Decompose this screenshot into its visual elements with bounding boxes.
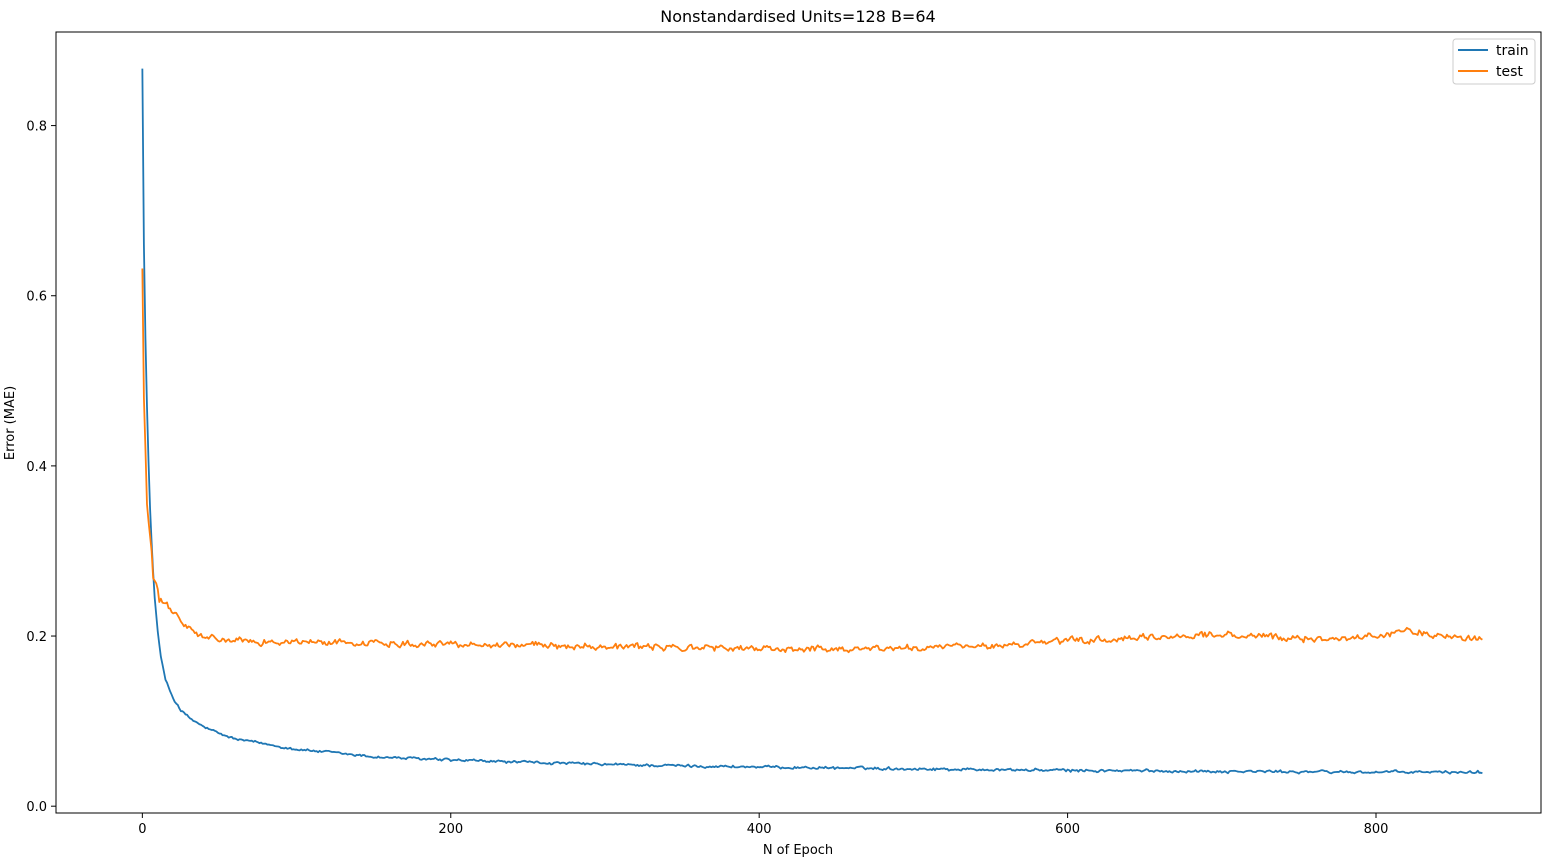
legend: train test <box>1452 38 1536 85</box>
legend-label-test: test <box>1496 64 1523 80</box>
y-tick-label: 0.0 <box>26 800 47 815</box>
y-tick-label: 0.2 <box>26 630 47 645</box>
x-tick-label: 200 <box>438 822 463 837</box>
legend-label-train: train <box>1496 43 1529 59</box>
x-tick-label: 0 <box>138 822 146 837</box>
x-tick-label: 400 <box>747 822 772 837</box>
x-tick-label: 800 <box>1364 822 1389 837</box>
series-line-train <box>141 68 1483 775</box>
x-axis-label: N of Epoch <box>763 843 833 857</box>
y-tick-label: 0.6 <box>26 290 47 305</box>
y-tick-label: 0.8 <box>26 120 47 135</box>
chart-title: Nonstandardised Units=128 B=64 <box>660 7 935 26</box>
y-axis: 0.0 0.2 0.4 0.6 0.8 <box>26 120 56 815</box>
y-tick-label: 0.4 <box>26 460 47 475</box>
plot-frame <box>55 31 1542 814</box>
series-line-test <box>141 268 1483 654</box>
x-tick-label: 600 <box>1055 822 1080 837</box>
x-axis: 0 200 400 600 800 <box>138 813 1388 837</box>
y-axis-label: Error (MAE) <box>3 386 18 460</box>
series-layer <box>141 68 1483 775</box>
plot-area <box>55 31 1542 814</box>
